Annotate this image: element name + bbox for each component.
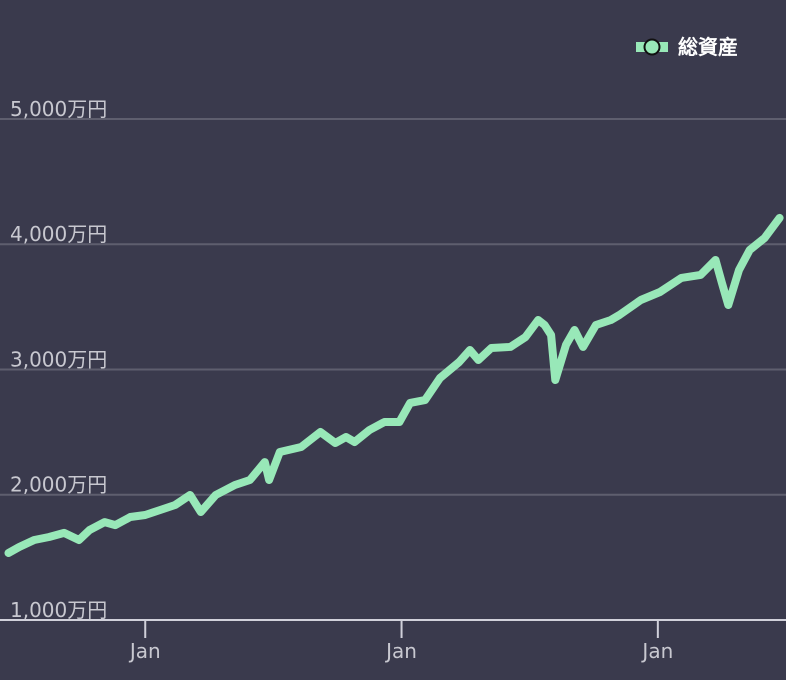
y-tick-label: 3,000万円 xyxy=(10,347,107,371)
line xyxy=(4,213,784,557)
legend-marker xyxy=(643,38,661,56)
y-tick-label: 2,000万円 xyxy=(10,473,107,497)
y-tick-label: 4,000万円 xyxy=(10,222,107,246)
x-tick-label: Jan xyxy=(128,639,161,663)
y-tick-label: 1,000万円 xyxy=(10,598,107,622)
x-tick-label: Jan xyxy=(640,639,673,663)
y-tick-label: 5,000万円 xyxy=(10,97,107,121)
x-tick-label: Jan xyxy=(384,639,417,663)
legend-label: 総資産 xyxy=(678,35,738,59)
